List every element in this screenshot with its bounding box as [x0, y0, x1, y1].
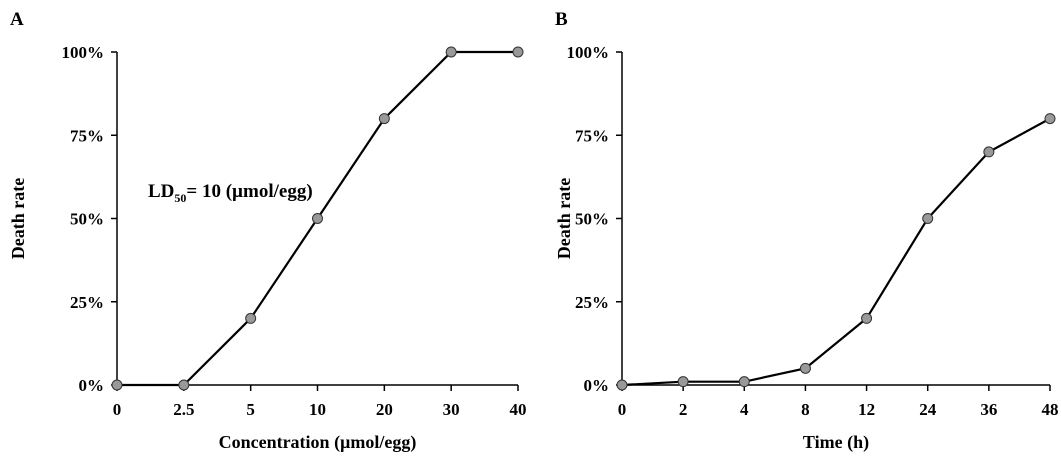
x-tick-label: 10 [309, 400, 326, 419]
y-tick-label: 50% [575, 210, 609, 229]
y-tick-label: 25% [575, 293, 609, 312]
data-point [1044, 113, 1056, 125]
x-tick-label: 24 [919, 400, 937, 419]
x-tick-label: 5 [246, 400, 255, 419]
panel-letter: A [10, 9, 24, 30]
y-tick-label: 75% [575, 126, 609, 145]
y-tick-label: 50% [70, 210, 104, 229]
x-tick-label: 48 [1042, 400, 1059, 419]
x-tick-label: 8 [801, 400, 810, 419]
data-point [178, 379, 190, 391]
x-tick-label: 2.5 [173, 400, 194, 419]
data-point [677, 376, 689, 388]
data-point [111, 379, 123, 391]
x-tick-label: 2 [679, 400, 688, 419]
x-tick-label: 30 [443, 400, 460, 419]
data-point [245, 312, 257, 324]
x-tick-label: 20 [376, 400, 393, 419]
panel-letter: B [555, 9, 568, 30]
data-point [378, 113, 390, 125]
data-point [861, 312, 873, 324]
y-tick-label: 0% [79, 376, 105, 395]
ld50-annotation: LD50= 10 (µmol/egg) [148, 181, 313, 205]
data-point [512, 46, 524, 58]
x-tick-label: 0 [618, 400, 627, 419]
data-point [445, 46, 457, 58]
data-point [312, 213, 323, 224]
series-line [621, 117, 1051, 387]
panel-a-chart: A 0% 25% 50% 75% 100% 0 2.5 5 10 20 30 40 Concentrati… [8, 9, 527, 453]
y-axis-title: Death rate [8, 178, 28, 259]
y-axis-title: Death rate [554, 178, 574, 259]
y-tick-label: 100% [62, 43, 105, 62]
y-tick-label: 75% [70, 126, 104, 145]
x-tick-label: 40 [510, 400, 527, 419]
y-tick-label: 25% [70, 293, 104, 312]
data-point [983, 146, 995, 158]
x-axis-title: Concentration (µmol/egg) [219, 432, 417, 453]
x-tick-label: 36 [980, 400, 997, 419]
x-tick-label: 12 [858, 400, 875, 419]
data-point [799, 362, 811, 374]
data-point [738, 376, 750, 388]
y-tick-label: 100% [567, 43, 610, 62]
data-point [922, 213, 934, 224]
x-tick-label: 0 [113, 400, 122, 419]
y-tick-label: 0% [584, 376, 610, 395]
x-axis-title: Time (h) [803, 432, 869, 453]
data-point [616, 379, 628, 391]
x-tick-label: 4 [740, 400, 749, 419]
